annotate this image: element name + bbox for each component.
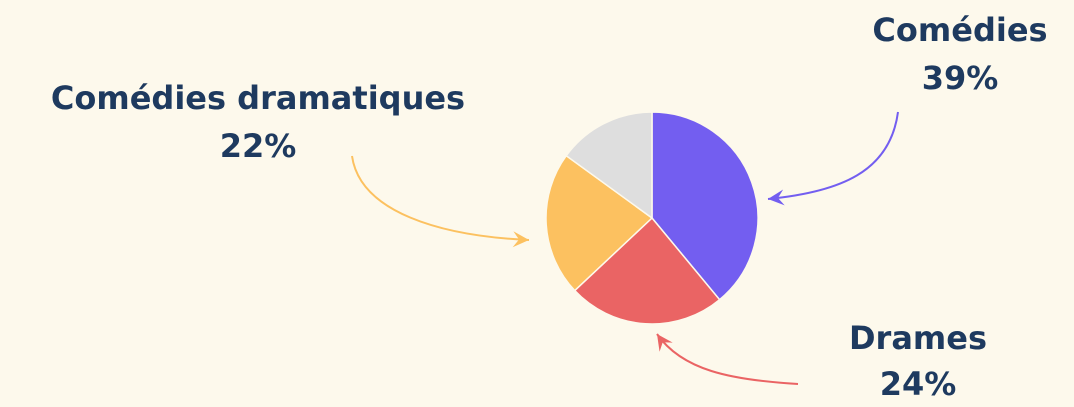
arrow <box>656 333 799 385</box>
slice-value-label: 24% <box>880 365 957 403</box>
slice-value-label: 22% <box>220 127 297 165</box>
slice-label: Drames <box>849 319 987 357</box>
arrow-head <box>512 231 529 248</box>
pie-slice <box>565 111 653 220</box>
slice-label: Comédies <box>872 11 1047 49</box>
slice-label: Comédies dramatiques <box>51 79 465 117</box>
arrow-head <box>768 189 785 206</box>
pie-slice <box>651 111 759 301</box>
arrow <box>767 111 899 200</box>
pie-slice <box>573 216 721 325</box>
arrow-head <box>657 334 673 352</box>
slice-value-label: 39% <box>922 59 999 97</box>
arrow <box>351 155 530 241</box>
pie-slice <box>545 154 654 292</box>
